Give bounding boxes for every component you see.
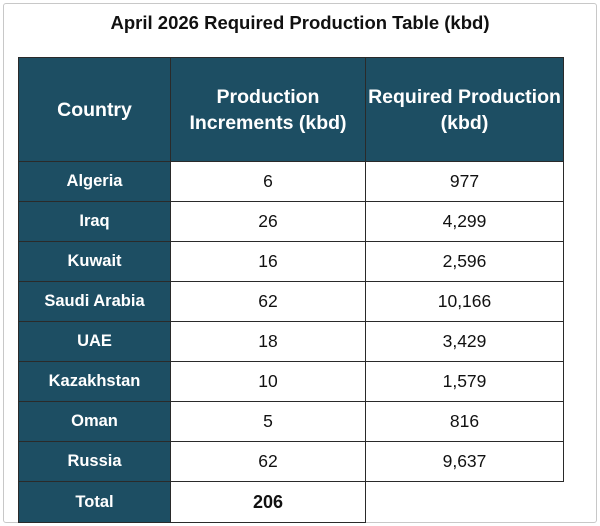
country-cell: Russia	[18, 441, 171, 482]
table-row: Kuwait 16 2,596	[18, 241, 564, 282]
required-cell: 3,429	[365, 321, 564, 362]
production-table: Country Production Increments (kbd) Requ…	[18, 57, 564, 523]
increment-cell: 5	[170, 401, 366, 442]
required-cell: 10,166	[365, 281, 564, 322]
country-cell: Algeria	[18, 161, 171, 202]
required-cell: 816	[365, 401, 564, 442]
country-cell: Iraq	[18, 201, 171, 242]
country-cell: UAE	[18, 321, 171, 362]
country-cell: Kuwait	[18, 241, 171, 282]
table-row: Algeria 6 977	[18, 161, 564, 202]
required-cell: 977	[365, 161, 564, 202]
country-cell: Oman	[18, 401, 171, 442]
table-title: April 2026 Required Production Table (kb…	[110, 12, 490, 33]
increment-cell: 26	[170, 201, 366, 242]
table-row: Kazakhstan 10 1,579	[18, 361, 564, 402]
increment-cell: 18	[170, 321, 366, 362]
header-row: Country Production Increments (kbd) Requ…	[18, 57, 564, 162]
increment-cell: 6	[170, 161, 366, 202]
country-cell: Kazakhstan	[18, 361, 171, 402]
required-cell: 4,299	[365, 201, 564, 242]
required-cell: 9,637	[365, 441, 564, 482]
table-row: Saudi Arabia 62 10,166	[18, 281, 564, 322]
country-cell: Saudi Arabia	[18, 281, 171, 322]
table-row: UAE 18 3,429	[18, 321, 564, 362]
header-country: Country	[18, 57, 171, 162]
total-row: Total 206	[18, 481, 564, 523]
total-label: Total	[18, 481, 171, 523]
header-production-increments: Production Increments (kbd)	[170, 57, 366, 162]
empty-cell	[366, 482, 564, 523]
required-cell: 1,579	[365, 361, 564, 402]
required-cell: 2,596	[365, 241, 564, 282]
image-frame	[3, 3, 597, 523]
total-increment: 206	[170, 481, 366, 523]
increment-cell: 16	[170, 241, 366, 282]
increment-cell: 62	[170, 281, 366, 322]
table-row: Russia 62 9,637	[18, 441, 564, 482]
header-required-production: Required Production (kbd)	[365, 57, 564, 162]
increment-cell: 62	[170, 441, 366, 482]
table-row: Oman 5 816	[18, 401, 564, 442]
table-row: Iraq 26 4,299	[18, 201, 564, 242]
increment-cell: 10	[170, 361, 366, 402]
